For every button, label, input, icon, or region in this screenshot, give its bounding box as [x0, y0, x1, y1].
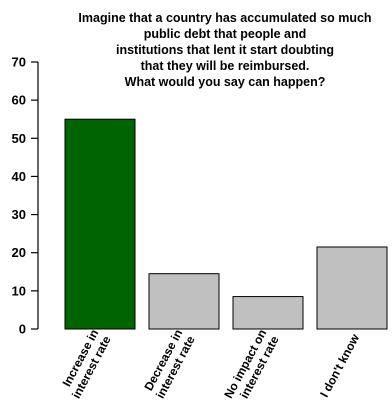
bar: [148, 273, 220, 330]
chart-title: Imagine that a country has accumulated s…: [78, 11, 371, 89]
x-category-label: I don't know: [317, 331, 362, 400]
bar: [232, 296, 304, 330]
chart-title-line: institutions that lent it start doubting: [116, 43, 334, 57]
chart-title-line: public debt that people and: [144, 27, 307, 41]
y-tick-label: 60: [12, 93, 26, 108]
y-tick-label: 40: [12, 169, 26, 184]
y-tick-label: 70: [12, 55, 26, 70]
chart-title-line: Imagine that a country has accumulated s…: [78, 11, 371, 25]
bar: [64, 118, 136, 330]
y-tick-label: 20: [12, 245, 26, 260]
chart-title-line: that they will be reimbursed.: [141, 59, 310, 73]
y-tick-label: 30: [12, 207, 26, 222]
chart-title-line: What would you say can happen?: [125, 75, 326, 89]
y-axis: 0 10 20 30 40 50 60 70: [12, 55, 39, 337]
y-tick-label: 50: [12, 131, 26, 146]
x-category-label-line: I don't know: [317, 331, 362, 400]
bars-group: [64, 118, 388, 330]
y-tick-label: 10: [12, 283, 26, 298]
y-tick-label: 0: [19, 322, 26, 337]
bar: [316, 246, 388, 330]
